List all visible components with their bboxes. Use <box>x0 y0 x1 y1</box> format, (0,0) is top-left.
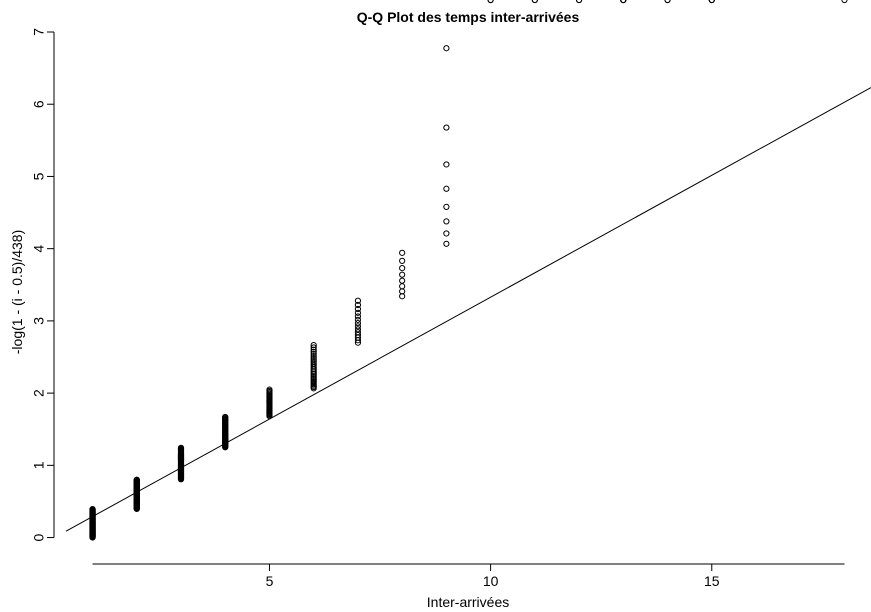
data-point <box>310 360 317 367</box>
chart-title: Q-Q Plot des temps inter-arrivées <box>357 9 580 25</box>
data-point <box>664 0 671 4</box>
data-point <box>443 230 450 237</box>
data-point <box>310 342 317 349</box>
data-point <box>310 354 317 362</box>
data-point <box>310 348 317 355</box>
data-point <box>310 358 317 366</box>
x-tick-label: 15 <box>704 573 720 589</box>
y-tick-label: 2 <box>31 389 47 397</box>
data-point <box>266 386 273 393</box>
reference-line <box>65 87 871 532</box>
y-tick-label: 1 <box>31 461 47 469</box>
data-point <box>354 326 362 333</box>
data-point <box>443 185 450 192</box>
data-point <box>443 203 450 211</box>
data-point <box>354 301 362 309</box>
y-tick-label: 5 <box>31 172 47 180</box>
data-point <box>222 413 229 421</box>
data-point <box>399 249 406 256</box>
y-tick-label: 6 <box>31 100 47 108</box>
data-point <box>399 277 406 284</box>
data-point <box>575 0 583 4</box>
data-point <box>310 352 317 360</box>
data-points-layer <box>89 0 848 541</box>
y-tick-label: 3 <box>31 317 47 325</box>
data-point <box>354 313 362 320</box>
data-point <box>310 344 317 351</box>
y-tick-label: 7 <box>31 28 47 36</box>
data-point <box>443 45 450 52</box>
data-point <box>841 0 848 4</box>
data-point <box>443 124 450 131</box>
data-point <box>399 283 406 290</box>
data-point <box>89 506 96 513</box>
data-point <box>399 265 406 272</box>
data-point <box>133 476 140 483</box>
x-axis-label: Inter-arrivées <box>427 594 509 610</box>
data-point <box>354 297 362 304</box>
data-point <box>487 0 494 4</box>
data-point <box>354 305 362 313</box>
data-point <box>310 346 317 353</box>
data-point <box>443 240 450 247</box>
data-point <box>620 0 627 4</box>
y-tick-label: 4 <box>31 245 47 253</box>
data-point <box>354 316 362 323</box>
axes: 5 10 15 0 1 2 3 4 5 6 7 <box>31 28 845 589</box>
data-point <box>443 161 450 168</box>
data-point <box>354 309 362 316</box>
data-point <box>354 320 362 327</box>
data-point <box>354 323 362 330</box>
x-tick-label: 10 <box>483 573 499 589</box>
data-point <box>531 0 538 4</box>
data-point <box>399 271 406 278</box>
data-point <box>399 257 406 264</box>
data-point <box>443 218 450 225</box>
x-tick-label: 5 <box>266 573 274 589</box>
data-point <box>354 329 362 336</box>
data-point <box>310 356 317 364</box>
data-point <box>177 444 185 451</box>
y-tick-label: 0 <box>31 533 47 541</box>
data-point <box>310 350 317 358</box>
reference-line-layer <box>65 87 871 532</box>
data-point <box>708 0 715 4</box>
y-axis-label: -log(1 - (i - 0.5)/438) <box>9 230 25 354</box>
